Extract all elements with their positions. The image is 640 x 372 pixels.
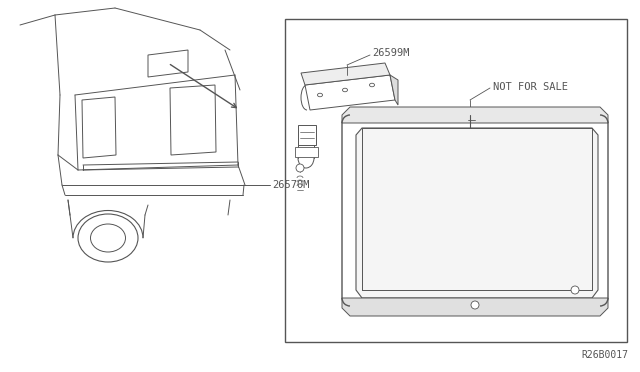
Ellipse shape <box>369 83 374 87</box>
Circle shape <box>296 164 304 172</box>
Polygon shape <box>342 115 608 308</box>
Ellipse shape <box>317 93 323 97</box>
Ellipse shape <box>342 88 348 92</box>
Ellipse shape <box>78 214 138 262</box>
Polygon shape <box>342 107 608 123</box>
Polygon shape <box>170 85 216 155</box>
Bar <box>285 19 627 342</box>
Polygon shape <box>342 298 608 316</box>
Polygon shape <box>295 147 318 157</box>
Text: R26B0017: R26B0017 <box>581 350 628 360</box>
Polygon shape <box>356 128 598 298</box>
Polygon shape <box>82 97 116 158</box>
Text: NOT FOR SALE: NOT FOR SALE <box>493 82 568 92</box>
Circle shape <box>571 286 579 294</box>
Polygon shape <box>390 75 398 105</box>
Polygon shape <box>148 50 188 77</box>
Text: 26570M: 26570M <box>272 180 310 190</box>
Text: 26599M: 26599M <box>372 48 410 58</box>
Ellipse shape <box>90 224 125 252</box>
Circle shape <box>471 301 479 309</box>
Polygon shape <box>298 125 316 145</box>
Polygon shape <box>305 75 395 110</box>
Polygon shape <box>301 63 390 85</box>
